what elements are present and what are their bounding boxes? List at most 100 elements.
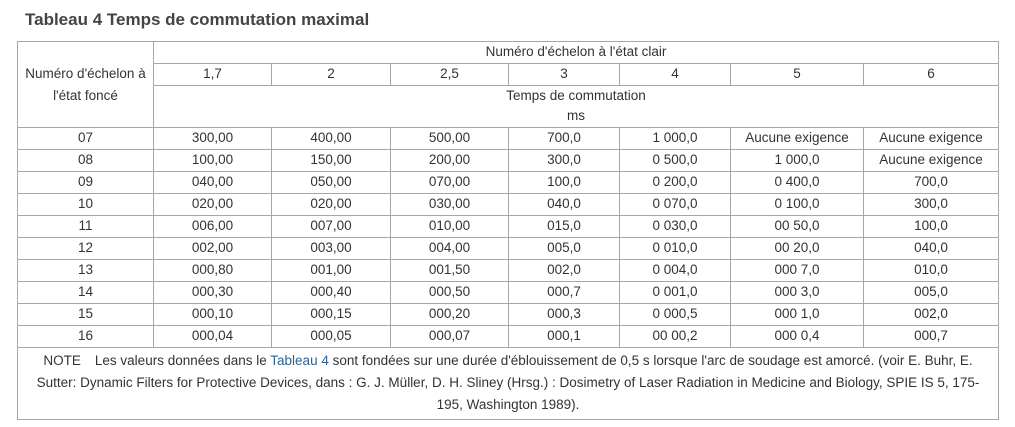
- row-step-number: 07: [17, 127, 154, 150]
- table-reference-link[interactable]: Tableau 4: [270, 353, 329, 368]
- row-step-number: 08: [17, 149, 154, 172]
- table-row: 13 000,80 001,00 001,50 002,0 0 004,0 000 7,0 0…: [17, 259, 1000, 282]
- table-cell: 300,00: [153, 127, 272, 150]
- table-row: 09 040,00 050,00 070,00 100,0 0 200,0 0 400,0 7…: [17, 171, 1000, 194]
- table-row: 15 000,10 000,15 000,20 000,3 0 000,5 000 1,0 0…: [17, 303, 1000, 326]
- table-cell: 000,1: [508, 325, 620, 348]
- header-row-unit: ms: [18, 106, 1000, 128]
- table-cell: 000,07: [390, 325, 509, 348]
- table-cell: 700,0: [508, 127, 620, 150]
- table-cell: 0 400,0: [730, 171, 864, 194]
- table-cell: 000,7: [508, 281, 620, 304]
- table-cell: 020,00: [153, 193, 272, 216]
- table-row: 16 000,04 000,05 000,07 000,1 00 00,2 000 0,4 0…: [17, 325, 1000, 348]
- note-text-after-link: sont fondées sur une durée d'éblouisseme…: [36, 353, 980, 412]
- table-cell: 000,05: [271, 325, 391, 348]
- row-header-label: Numéro d'échelon à l'état foncé: [17, 41, 154, 128]
- header-row-group: Numéro d'échelon à l'état foncé Numéro d…: [17, 41, 1000, 128]
- table-cell: 000,50: [390, 281, 509, 304]
- column-header: 4: [619, 63, 731, 86]
- table-cell: 010,00: [390, 215, 509, 238]
- table-cell: 001,00: [271, 259, 391, 282]
- table-cell: 500,00: [390, 127, 509, 150]
- table-cell: 020,00: [271, 193, 391, 216]
- table-cell: 040,0: [862, 237, 1000, 260]
- table-row: 07 300,00 400,00 500,00 700,0 1 000,0 Aucune e…: [17, 127, 1000, 150]
- column-header: 2: [271, 63, 391, 86]
- table-cell: 000 1,0: [730, 303, 864, 326]
- table-cell: 002,0: [508, 259, 620, 282]
- table-cell: 0 030,0: [619, 215, 731, 238]
- table-cell: 005,0: [862, 281, 1000, 304]
- table-cell: 007,00: [271, 215, 391, 238]
- table-cell: 0 004,0: [619, 259, 731, 282]
- table-cell: 010,0: [862, 259, 1000, 282]
- table-cell: 700,0: [862, 171, 1000, 194]
- table-cell: 0 070,0: [619, 193, 731, 216]
- table-cell: 000,10: [153, 303, 272, 326]
- table-cell: 015,0: [508, 215, 620, 238]
- table-row: 11 006,00 007,00 010,00 015,0 0 030,0 00 50,0 1…: [17, 215, 1000, 238]
- table-cell: 400,00: [271, 127, 391, 150]
- header-row-value-label: Temps de commutation: [18, 85, 1000, 106]
- table-note: NOTE Les valeurs données dans le Tableau …: [16, 347, 1000, 420]
- table-cell: 000,15: [271, 303, 391, 326]
- table-cell: 000,04: [153, 325, 272, 348]
- column-header: 3: [508, 63, 620, 86]
- table-cell: 00 00,2: [619, 325, 731, 348]
- row-step-number: 11: [17, 215, 154, 238]
- table-cell: 0 200,0: [619, 171, 731, 194]
- table-cell: 300,0: [508, 149, 620, 172]
- table-cell: 100,0: [508, 171, 620, 194]
- table-row: 08 100,00 150,00 200,00 300,0 0 500,0 1 000,0 A…: [17, 149, 1000, 172]
- row-step-number: 09: [17, 171, 154, 194]
- row-step-number: 16: [17, 325, 154, 348]
- table-cell: 000,7: [862, 325, 1000, 348]
- table-row: 12 002,00 003,00 004,00 005,0 0 010,0 00 20,0 0…: [17, 237, 1000, 260]
- table-cell: 000 3,0: [730, 281, 864, 304]
- table-cell: 004,00: [390, 237, 509, 260]
- header-row-columns: 1,7 2 2,5 3 4 5 6: [18, 63, 1000, 86]
- table-row: 14 000,30 000,40 000,50 000,7 0 001,0 000 3,0 0…: [17, 281, 1000, 304]
- table-cell: 0 000,5: [619, 303, 731, 326]
- table-cell: 006,00: [153, 215, 272, 238]
- table-cell: 070,00: [390, 171, 509, 194]
- table-cell: Aucune exigence: [730, 127, 864, 150]
- table-cell: 100,0: [862, 215, 1000, 238]
- table-cell: 0 010,0: [619, 237, 731, 260]
- note-text-before-link: Les valeurs données dans le: [94, 353, 271, 368]
- table-cell: 1 000,0: [619, 127, 731, 150]
- table-row: 10 020,00 020,00 030,00 040,0 0 070,0 0 100,0 3…: [17, 193, 1000, 216]
- table-cell: 0 500,0: [619, 149, 731, 172]
- table-cell: 002,0: [862, 303, 1000, 326]
- table-cell: 002,00: [153, 237, 272, 260]
- table-cell: Aucune exigence: [862, 127, 1000, 150]
- table-cell: 003,00: [271, 237, 391, 260]
- column-header: 1,7: [153, 63, 272, 86]
- table-cell: 040,00: [153, 171, 272, 194]
- table-cell: 000,80: [153, 259, 272, 282]
- table-cell: 100,00: [153, 149, 272, 172]
- table-cell: 0 100,0: [730, 193, 864, 216]
- note-prefix: NOTE: [43, 353, 81, 368]
- table-cell: 000 7,0: [730, 259, 864, 282]
- table-cell: 200,00: [390, 149, 509, 172]
- table-cell: 050,00: [271, 171, 391, 194]
- value-label: Temps de commutation: [152, 85, 1000, 106]
- column-header: 2,5: [390, 63, 509, 86]
- row-step-number: 15: [17, 303, 154, 326]
- table-cell: 001,50: [390, 259, 509, 282]
- commutation-time-table: Numéro d'échelon à l'état foncé Numéro d…: [16, 41, 1000, 420]
- note-row: NOTE Les valeurs données dans le Tableau …: [16, 347, 1000, 420]
- table-cell: 00 20,0: [730, 237, 864, 260]
- table-title: Tableau 4 Temps de commutation maximal: [25, 10, 370, 29]
- table-cell: 000,30: [153, 281, 272, 304]
- column-header: 5: [730, 63, 864, 86]
- table-cell: Aucune exigence: [862, 149, 1000, 172]
- row-step-number: 13: [17, 259, 154, 282]
- table-cell: 000,3: [508, 303, 620, 326]
- table-cell: 000,20: [390, 303, 509, 326]
- table-cell: 300,0: [862, 193, 1000, 216]
- table-cell: 030,00: [390, 193, 509, 216]
